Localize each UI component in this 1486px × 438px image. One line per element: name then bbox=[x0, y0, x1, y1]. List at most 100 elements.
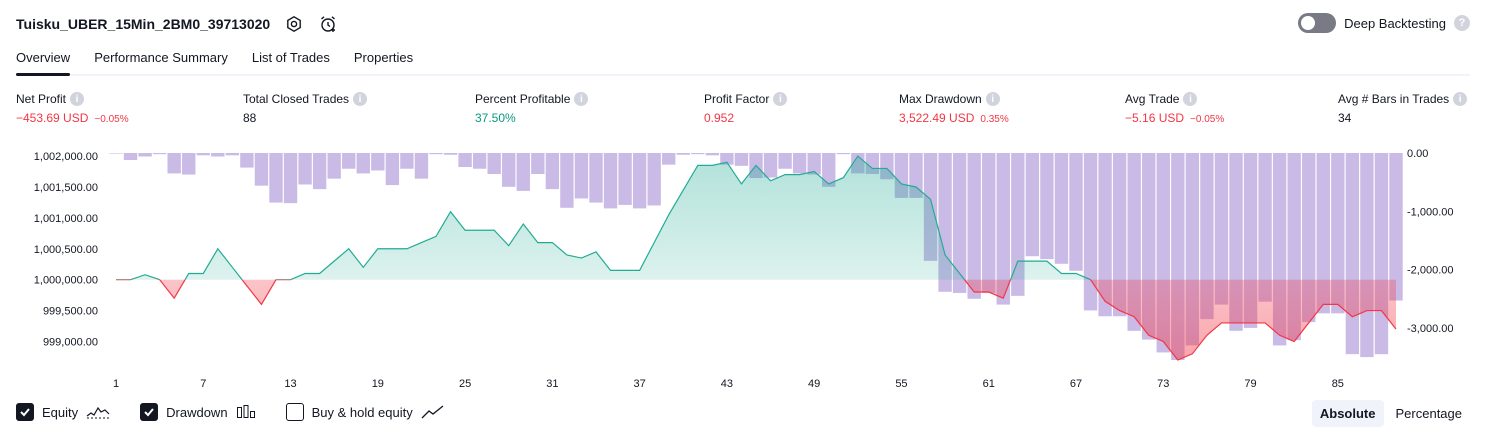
drawdown-bars-icon bbox=[236, 405, 255, 418]
strategy-header: Tuisku_UBER_15Min_2BM0_39713020 bbox=[16, 12, 338, 36]
drawdown-bar bbox=[211, 153, 225, 157]
right-axis-tick: -3,000.00 bbox=[1407, 323, 1453, 335]
drawdown-bar bbox=[400, 153, 414, 169]
drawdown-bar bbox=[560, 153, 574, 208]
x-axis-tick: 85 bbox=[1332, 378, 1344, 390]
scale-mode-switch: Absolute Percentage bbox=[1311, 400, 1470, 427]
legend-buy-hold[interactable]: Buy & hold equity bbox=[285, 403, 445, 421]
left-axis-tick: 999,500.00 bbox=[43, 306, 98, 318]
drawdown-bar bbox=[676, 153, 690, 155]
drawdown-bar bbox=[982, 153, 996, 293]
tab-overview[interactable]: Overview bbox=[16, 44, 71, 76]
deep-backtesting-control: Deep Backtesting ? bbox=[1298, 13, 1470, 33]
x-axis-tick: 49 bbox=[808, 378, 820, 390]
equity-line-loss bbox=[116, 279, 1397, 361]
drawdown-bar bbox=[1112, 153, 1127, 317]
drawdown-bar bbox=[662, 153, 676, 165]
tab-list-of-trades[interactable]: List of Trades bbox=[251, 50, 330, 65]
legend-drawdown[interactable]: Drawdown bbox=[140, 403, 255, 421]
info-icon[interactable]: i bbox=[985, 92, 1000, 106]
metric-label: Max Drawdown bbox=[899, 92, 982, 106]
drawdown-bar bbox=[1083, 153, 1098, 311]
equity-line-icon bbox=[86, 406, 110, 419]
tab-properties[interactable]: Properties bbox=[353, 50, 414, 65]
settings-gear-icon[interactable] bbox=[284, 14, 304, 34]
drawdown-bar bbox=[632, 153, 647, 209]
deep-backtesting-toggle[interactable] bbox=[1298, 13, 1337, 33]
drawdown-bar bbox=[472, 153, 487, 169]
help-icon[interactable]: ? bbox=[1454, 15, 1470, 31]
drawdown-bar bbox=[603, 153, 618, 209]
drawdown-bar bbox=[1011, 153, 1025, 296]
metric-percent-profitable: Percent Profitable i 37.50% bbox=[475, 92, 589, 125]
legend-buy-hold-label: Buy & hold equity bbox=[311, 404, 413, 420]
drawdown-bar bbox=[1345, 153, 1360, 355]
chart-legend: Equity Drawdown Buy & hold equity bbox=[16, 403, 445, 421]
metric-avg-bars-in-trades: Avg # Bars in Trades i 34 bbox=[1338, 92, 1468, 125]
equity-checkbox[interactable] bbox=[16, 403, 34, 421]
metric-label: Avg Trade bbox=[1125, 92, 1180, 106]
drawdown-bar bbox=[152, 153, 167, 155]
info-icon[interactable]: i bbox=[1183, 92, 1198, 106]
tab-performance-summary[interactable]: Performance Summary bbox=[94, 50, 228, 65]
drawdown-bar bbox=[1040, 153, 1054, 260]
metric-value: 34 bbox=[1338, 111, 1352, 125]
metric-label: Percent Profitable bbox=[475, 92, 571, 106]
metric-value: 3,522.49 USD bbox=[899, 111, 975, 125]
x-axis-tick: 61 bbox=[983, 378, 995, 390]
x-axis-tick: 19 bbox=[372, 378, 384, 390]
buy-hold-line-icon bbox=[421, 405, 444, 419]
x-axis-tick: 55 bbox=[895, 378, 907, 390]
metric-value: 88 bbox=[243, 111, 257, 125]
drawdown-bar bbox=[618, 153, 632, 205]
x-axis-tick: 25 bbox=[459, 378, 471, 390]
drawdown-bar bbox=[443, 153, 458, 155]
drawdown-bar bbox=[458, 153, 472, 167]
strategy-title: Tuisku_UBER_15Min_2BM0_39713020 bbox=[16, 16, 271, 32]
drawdown-bar bbox=[502, 153, 516, 187]
metric-total-closed-trades: Total Closed Trades i 88 bbox=[243, 92, 368, 125]
drawdown-bar bbox=[312, 153, 327, 190]
drawdown-bar bbox=[516, 153, 530, 191]
drawdown-bar bbox=[734, 153, 749, 166]
drawdown-bar bbox=[254, 153, 269, 186]
add-alert-icon[interactable] bbox=[318, 14, 338, 34]
drawdown-bar bbox=[778, 153, 792, 169]
x-axis-tick: 43 bbox=[721, 378, 733, 390]
info-icon[interactable]: i bbox=[574, 92, 589, 106]
left-axis-tick: 1,000,000.00 bbox=[34, 275, 98, 287]
right-axis-tick: -2,000.00 bbox=[1407, 265, 1453, 277]
right-axis-tick: 0.00 bbox=[1407, 148, 1428, 160]
info-icon[interactable]: i bbox=[1453, 92, 1468, 106]
x-axis-tick: 7 bbox=[200, 378, 206, 390]
equity-profit-area bbox=[130, 156, 1091, 280]
drawdown-bar bbox=[720, 153, 734, 165]
drawdown-bar bbox=[1360, 153, 1374, 358]
drawdown-bar bbox=[1054, 153, 1069, 264]
drawdown-bar bbox=[836, 153, 850, 155]
drawdown-bar bbox=[123, 153, 138, 160]
left-axis-tick: 1,001,500.00 bbox=[34, 182, 98, 194]
drawdown-bar bbox=[225, 153, 240, 156]
drawdown-bar bbox=[283, 153, 298, 204]
drawdown-bar bbox=[1069, 153, 1083, 271]
legend-equity[interactable]: Equity bbox=[16, 403, 110, 421]
metrics-row: Net Profit i −453.69 USD −0.05% Total Clos… bbox=[16, 92, 1470, 132]
absolute-button[interactable]: Absolute bbox=[1311, 400, 1384, 427]
left-axis-tick: 1,001,000.00 bbox=[34, 213, 98, 225]
info-icon[interactable]: i bbox=[70, 92, 85, 106]
drawdown-bar bbox=[1258, 153, 1272, 302]
drawdown-bar bbox=[705, 153, 720, 156]
x-axis-tick: 31 bbox=[546, 378, 558, 390]
drawdown-bar bbox=[342, 153, 356, 169]
drawdown-bar bbox=[371, 153, 385, 171]
percentage-button[interactable]: Percentage bbox=[1395, 406, 1463, 421]
equity-line-profit bbox=[116, 155, 1092, 280]
buy-hold-checkbox[interactable] bbox=[285, 403, 304, 421]
metric-label: Total Closed Trades bbox=[243, 92, 350, 106]
info-icon[interactable]: i bbox=[773, 92, 788, 106]
drawdown-checkbox[interactable] bbox=[140, 403, 159, 421]
equity-drawdown-chart[interactable]: 1,002,000.00 1,001,500.00 1,001,000.00 1,00… bbox=[0, 140, 1486, 390]
info-icon[interactable]: i bbox=[353, 92, 368, 106]
metric-net-profit: Net Profit i −453.69 USD −0.05% bbox=[16, 92, 129, 125]
